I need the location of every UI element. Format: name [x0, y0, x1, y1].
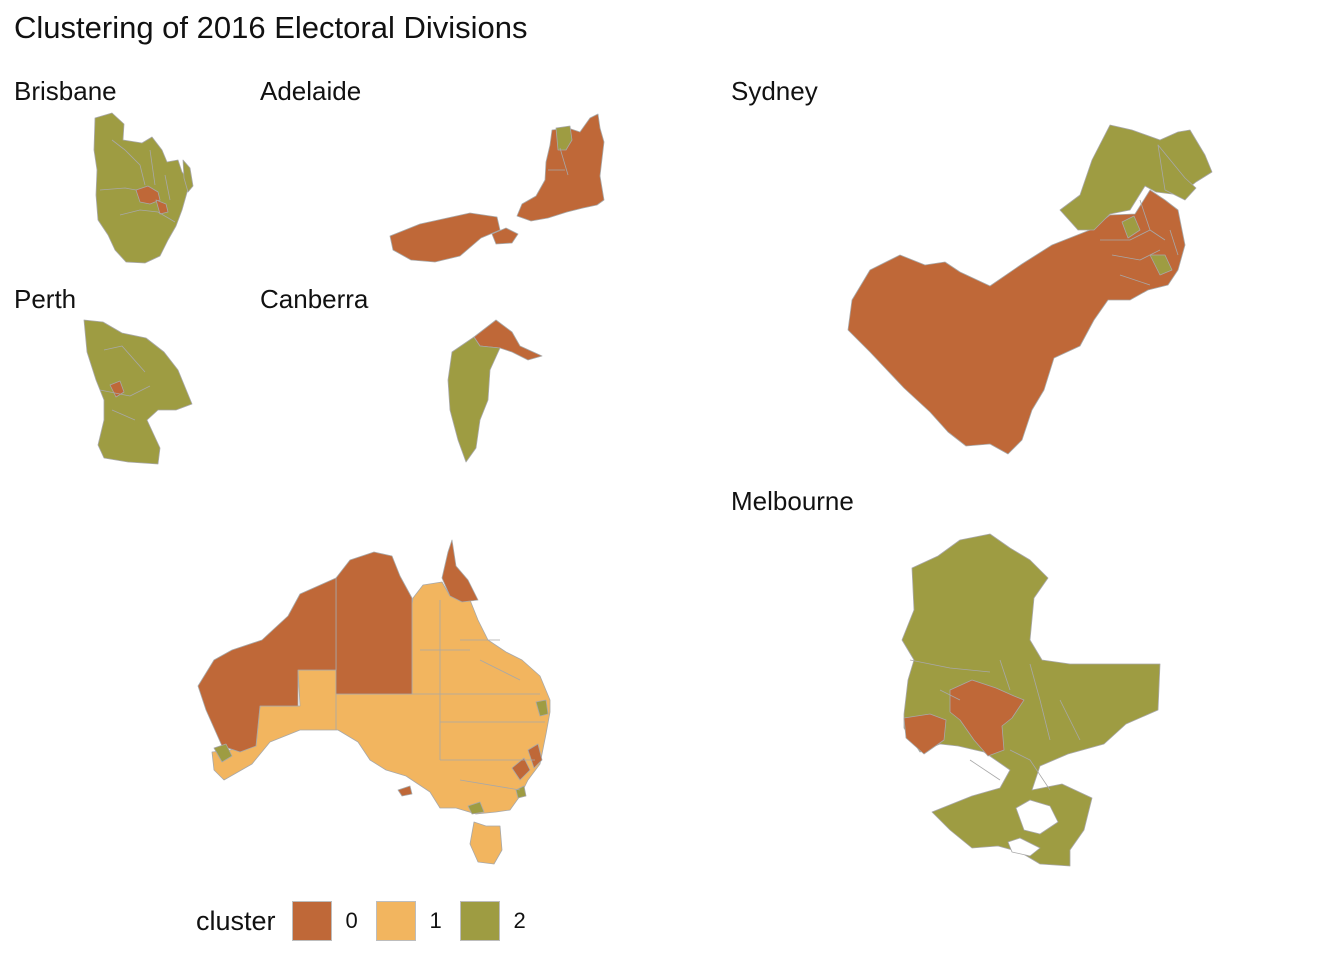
legend-swatch-0: [291, 901, 332, 941]
division-sydney-borders: [1100, 199, 1179, 286]
legend: cluster 0 1 2: [196, 898, 544, 944]
legend-item-1: 1: [375, 901, 450, 941]
region-perth: [83, 319, 193, 465]
division-adelaide-peninsula: [389, 212, 501, 263]
division-australia-cape-york: [441, 539, 479, 603]
division-australia-kangaroo-island: [397, 785, 413, 797]
division-australia-western-australia: [197, 577, 337, 753]
division-australia-tasmania: [469, 821, 503, 865]
division-sydney-hills: [1121, 215, 1141, 239]
region-adelaide: [389, 113, 605, 263]
panel-label-melbourne: Melbourne: [731, 486, 854, 516]
panel-label-canberra: Canberra: [260, 284, 369, 314]
division-sydney-inner: [1149, 254, 1173, 276]
legend-title: cluster: [196, 905, 276, 936]
division-melbourne-inner: [949, 679, 1025, 757]
division-australia-borders: [335, 600, 545, 791]
legend-item-2: 2: [459, 901, 534, 941]
division-sydney-coast: [1157, 144, 1197, 201]
division-australia-sydney-urban: [515, 785, 527, 799]
division-adelaide-kangaroo-island: [491, 227, 519, 245]
bay-port-phillip: [1015, 799, 1059, 835]
division-adelaide-borders: [548, 147, 569, 176]
region-canberra: [447, 319, 543, 463]
division-canberra-south: [447, 336, 501, 463]
division-sydney-west: [847, 189, 1186, 455]
legend-label-0: 0: [345, 908, 358, 933]
legend-label-1: 1: [429, 908, 442, 933]
panel-label-sydney: Sydney: [731, 76, 818, 106]
bay-western-port: [1007, 837, 1041, 857]
region-brisbane: [93, 112, 194, 264]
division-australia-nsw-cluster: [511, 757, 531, 781]
division-brisbane-inner: [135, 185, 161, 205]
division-melbourne-region: [901, 533, 1161, 867]
division-sydney-north: [1059, 124, 1213, 231]
division-australia-nsw-coast: [527, 743, 543, 769]
division-brisbane-borders: [99, 139, 176, 223]
map-title: Clustering of 2016 Electoral Divisions: [14, 10, 528, 45]
legend-item-0: 0: [291, 901, 366, 941]
division-perth-borders: [99, 345, 151, 421]
division-melbourne-borders: [909, 659, 1081, 791]
division-adelaide-mainland: [516, 113, 605, 222]
division-brisbane-island: [182, 159, 194, 193]
division-australia-perth-urban: [213, 743, 233, 763]
division-australia-melbourne-urban: [467, 801, 485, 815]
division-melbourne-west: [903, 713, 947, 755]
panel-label-perth: Perth: [14, 284, 77, 314]
division-australia-north-territory: [335, 551, 413, 695]
panel-label-brisbane: Brisbane: [14, 76, 117, 106]
legend-label-2: 2: [513, 908, 526, 933]
division-brisbane-south: [155, 199, 169, 215]
legend-swatch-1: [375, 901, 416, 941]
region-melbourne: [901, 533, 1161, 867]
region-australia: [197, 539, 551, 865]
division-australia-brisbane-urban: [535, 699, 549, 717]
legend-swatch-2: [459, 901, 500, 941]
panel-label-adelaide: Adelaide: [260, 76, 362, 106]
division-adelaide-north: [555, 125, 573, 151]
region-sydney: [847, 124, 1213, 455]
